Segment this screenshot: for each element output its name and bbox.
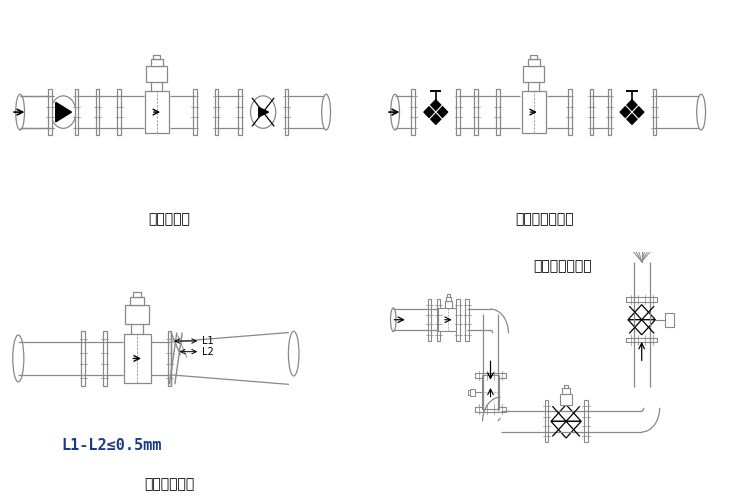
Bar	[560, 394, 572, 405]
Bar	[564, 385, 568, 388]
Bar	[562, 388, 570, 394]
Bar	[456, 89, 460, 135]
Bar	[524, 66, 544, 82]
Bar	[75, 89, 79, 135]
Bar	[153, 54, 160, 58]
Bar	[482, 375, 500, 409]
Polygon shape	[620, 100, 632, 124]
Bar	[544, 401, 548, 442]
Bar	[103, 331, 106, 386]
Bar	[468, 390, 470, 395]
Bar	[436, 299, 440, 341]
Bar	[474, 89, 478, 135]
Bar	[530, 54, 537, 58]
Polygon shape	[436, 100, 448, 124]
Bar	[124, 334, 151, 383]
Bar	[445, 300, 452, 308]
Text: 控制阀前的安装: 控制阀前的安装	[515, 212, 574, 226]
Bar	[411, 89, 415, 135]
Text: L1: L1	[202, 336, 214, 346]
Bar	[238, 89, 242, 135]
Bar	[590, 89, 593, 135]
Text: L1-L2≤0.5mm: L1-L2≤0.5mm	[62, 438, 162, 453]
Bar	[96, 89, 99, 135]
Polygon shape	[259, 107, 268, 117]
Bar	[193, 89, 196, 135]
Bar	[475, 373, 506, 378]
Text: L2: L2	[202, 347, 214, 357]
Bar	[48, 89, 52, 135]
Bar	[608, 89, 611, 135]
Polygon shape	[632, 100, 644, 124]
Bar	[568, 89, 572, 135]
Text: 弯曲管道上安装: 弯曲管道上安装	[533, 260, 592, 274]
Text: 泵后的安装: 泵后的安装	[148, 212, 190, 226]
Polygon shape	[628, 320, 656, 335]
Bar	[125, 305, 148, 324]
Bar	[146, 66, 167, 82]
Bar	[285, 89, 288, 135]
Bar	[117, 89, 121, 135]
Polygon shape	[551, 405, 581, 421]
Bar	[456, 299, 460, 341]
Bar	[652, 89, 656, 135]
Bar	[447, 294, 449, 296]
Bar	[465, 299, 469, 341]
Bar	[81, 331, 85, 386]
Bar	[470, 389, 476, 396]
Bar	[446, 296, 451, 300]
Bar	[427, 299, 431, 341]
Bar	[214, 89, 218, 135]
Bar	[130, 296, 144, 305]
Bar	[665, 313, 674, 327]
Bar	[584, 401, 588, 442]
Bar	[438, 308, 458, 332]
Bar	[496, 89, 500, 135]
Bar	[145, 91, 169, 133]
Bar	[475, 407, 506, 412]
Bar	[626, 297, 657, 302]
Bar	[168, 331, 171, 386]
Text: 法兰连接偏差: 法兰连接偏差	[144, 477, 195, 491]
Bar	[626, 338, 657, 343]
Bar	[521, 91, 546, 133]
Bar	[134, 292, 141, 296]
Bar	[151, 58, 163, 66]
Polygon shape	[56, 102, 71, 122]
Polygon shape	[551, 421, 581, 438]
Bar	[527, 58, 540, 66]
Polygon shape	[628, 304, 656, 320]
Polygon shape	[424, 100, 436, 124]
